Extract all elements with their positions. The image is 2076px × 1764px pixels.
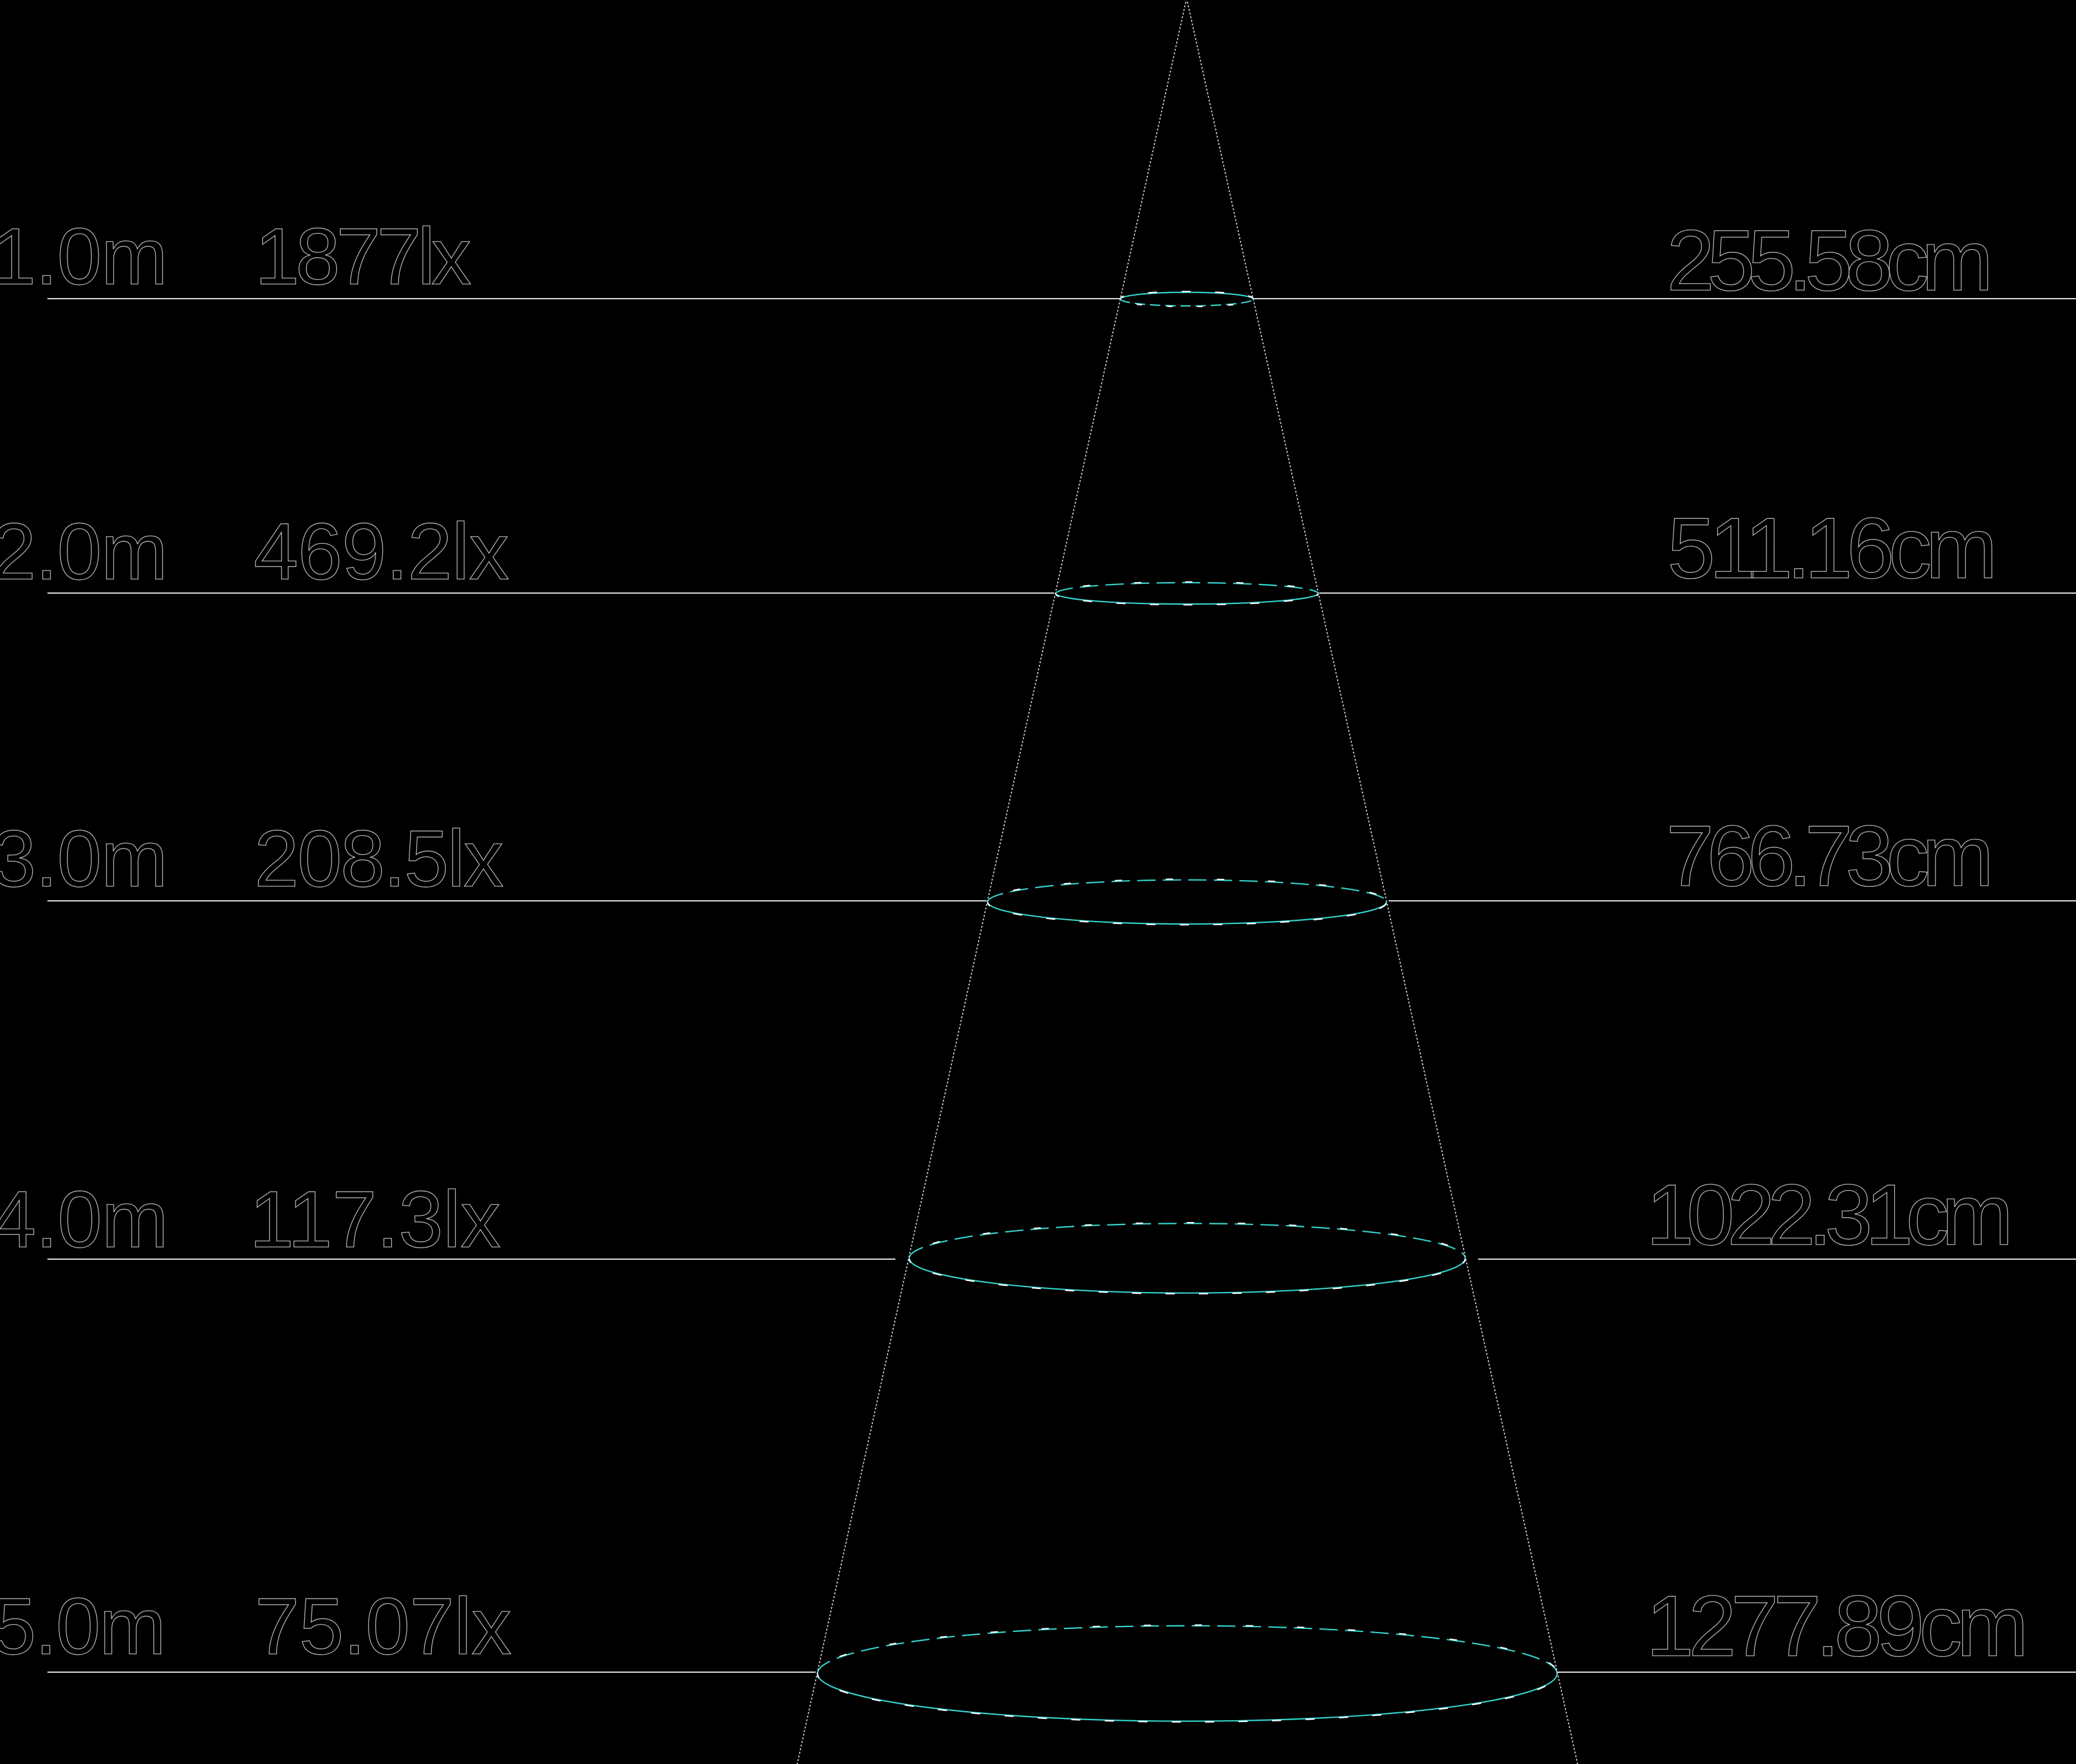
svg-text:255.58cm: 255.58cm (1667, 212, 1993, 309)
svg-text:1277.89cm: 1277.89cm (1646, 1578, 2029, 1675)
svg-text:1.0m: 1.0m (0, 212, 168, 301)
svg-text:469.2lx: 469.2lx (254, 507, 509, 596)
svg-text:1022.31cm: 1022.31cm (1646, 1167, 2013, 1263)
svg-text:511.16cm: 511.16cm (1667, 500, 1998, 597)
svg-text:75.07lx: 75.07lx (255, 1582, 512, 1671)
svg-text:4.0m: 4.0m (0, 1175, 168, 1264)
svg-text:3.0m: 3.0m (0, 814, 168, 903)
svg-text:208.5lx: 208.5lx (254, 814, 504, 903)
svg-text:2.0m: 2.0m (0, 507, 168, 596)
svg-text:117.3lx: 117.3lx (249, 1175, 501, 1264)
svg-text:5.0m: 5.0m (0, 1582, 166, 1671)
svg-text:766.73cm: 766.73cm (1666, 808, 1994, 905)
svg-text:1877lx: 1877lx (255, 212, 471, 301)
